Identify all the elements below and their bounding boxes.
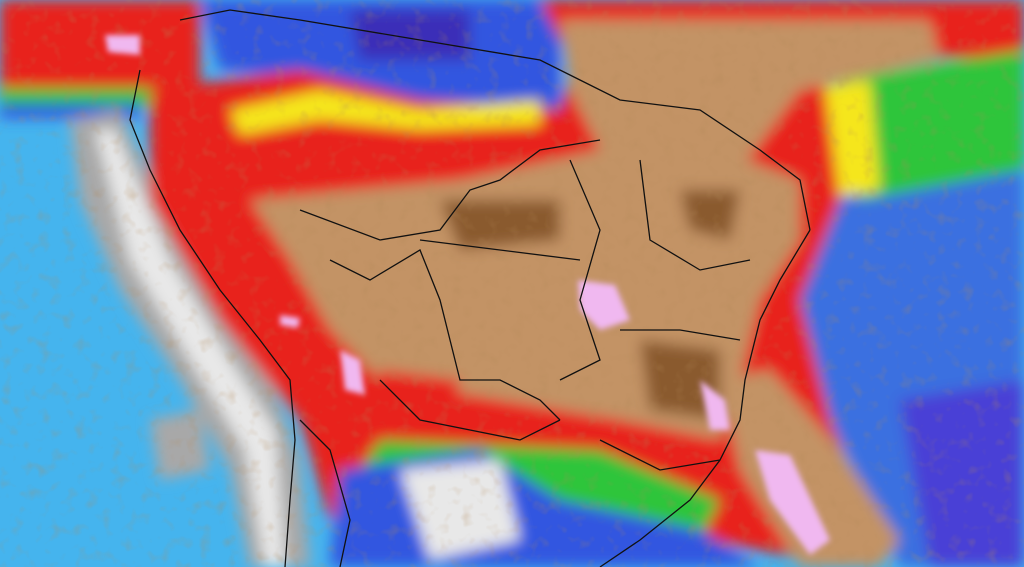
pink-patch-central [578,280,630,330]
pink-patch-bolivia [340,350,365,395]
paraguay-border [379,379,561,441]
argentina-border [299,419,351,567]
pink-patch-northwest [105,35,140,55]
state-border-5 [599,439,721,471]
state-border-2 [639,159,751,271]
coastline-north [179,9,811,231]
pink-patch-coast [755,450,830,555]
state-border-4 [419,239,581,261]
pink-patch-peru [280,315,300,328]
state-border-3 [620,329,741,341]
coastline-east [599,229,811,567]
coastline-west [129,69,296,567]
state-border-1 [559,159,601,381]
brazil-border-west [299,139,601,241]
pink-patch-east [700,380,730,430]
political-borders [129,9,811,567]
brazil-border-bolivia [329,249,561,421]
